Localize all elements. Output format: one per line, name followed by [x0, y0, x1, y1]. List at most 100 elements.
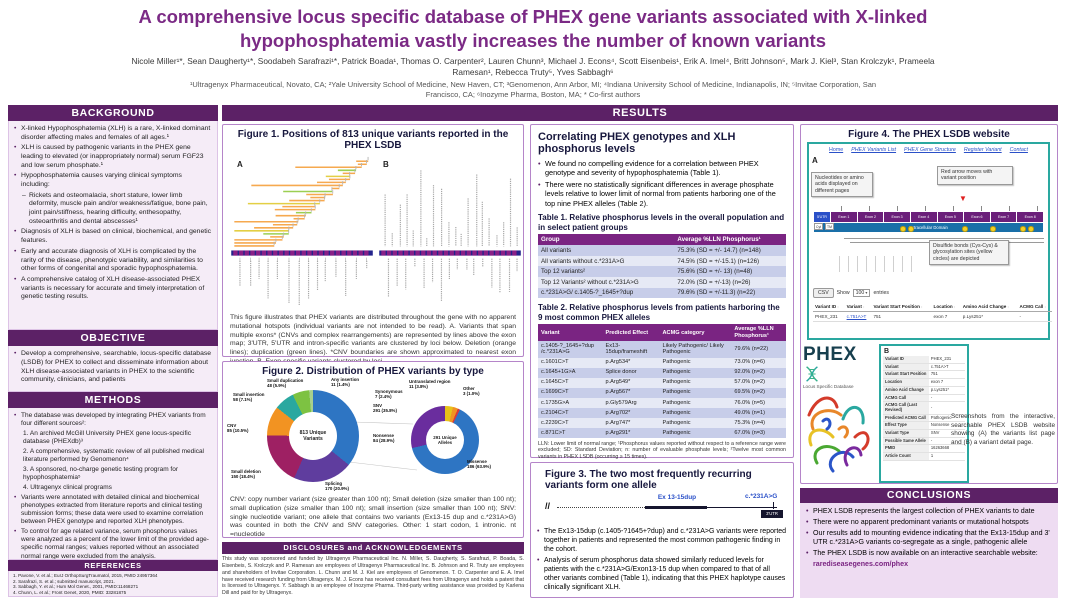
table-cell: Variant: [883, 363, 929, 372]
list-item: 5. Rush, E. et al.; submitted manuscript…: [13, 596, 213, 597]
entries-select[interactable]: 100: [852, 289, 871, 297]
affiliations: ¹Ultragenyx Pharmaceutical, Novato, CA; …: [189, 80, 877, 100]
table-row: Variant c.751A>T: [883, 363, 965, 372]
table-cell: c.1699C>T: [538, 387, 603, 398]
slice-label-missense: Missense 186 (63.9%): [467, 459, 491, 469]
list-item: 1. An archived McGill University PHEX ge…: [14, 430, 212, 446]
slice-label-other: Other 3 (1.0%): [463, 386, 480, 396]
column-header: Predicted Effect: [602, 324, 660, 342]
table-cell: Top 12 Variants² without c.*231A>G: [538, 276, 675, 288]
slice-label-small-duplication: Small duplication 48 (5.9%): [267, 378, 304, 388]
figure4-caption: Screenshots from the interactive, search…: [951, 413, 1055, 446]
nav-link-home[interactable]: Home: [829, 147, 844, 153]
figure1-title: Figure 1. Positions of 813 unique varian…: [237, 129, 509, 151]
exon-segment: Exon 8: [1017, 212, 1043, 222]
table-cell: 73.0% (n=6): [731, 357, 786, 368]
table-cell: Location: [883, 378, 929, 387]
bullet-marker: •: [14, 172, 17, 180]
cytoplasmic-domain-box: Cyt: [814, 223, 824, 230]
variant-detail-table: Variant ID PHEX_231 Variant c.751A>T Variant…: [883, 356, 965, 461]
list-item: • XLH is caused by pathogenic variants in…: [14, 144, 212, 170]
table-cell: Likely Pathogenic/ Likely Pathogenic: [659, 341, 732, 358]
exon-segment: Exon 1: [831, 212, 857, 222]
slice-label-small-deletion: Small deletion 150 (18.4%): [231, 469, 261, 479]
table-cell: c.871C>T: [538, 427, 603, 438]
list-item-text: 3. A sponsored, no-charge genetic testin…: [23, 465, 179, 482]
nav-link-phex-variants-list[interactable]: PHEX Variants List: [851, 147, 897, 153]
gene-line: [705, 507, 777, 509]
figure1-caption: This figure illustrates that PHEX varian…: [230, 314, 516, 365]
table-row: ACMG Call -: [883, 394, 965, 403]
exon-segment: Exon 5: [937, 212, 964, 222]
table-cell: p.Arg567*: [602, 387, 660, 398]
table-cell: c.751A>T: [928, 363, 965, 372]
list-item: • Our results add to mounting evidence in…: [806, 529, 1052, 548]
table-cell: 751: [928, 370, 965, 380]
table-cell: Pathogenic: [659, 417, 732, 428]
table-cell: Variant Start Position: [883, 370, 929, 380]
table-cell: p.Arg534*: [602, 357, 660, 368]
table-cell: PHEX_231: [928, 356, 965, 364]
figure1-panel: Figure 1. Positions of 813 unique varian…: [222, 124, 524, 365]
donut2-center-label: 291 Unique Alleles: [426, 421, 464, 459]
table-cell: -: [928, 394, 965, 403]
table-cell: 75.3% (n=4): [731, 417, 786, 428]
table-cell: c.1645+1G>A: [538, 367, 603, 378]
table-row: c.1735G>A p.Gly579Arg Pathogenic 76.0% (n=5…: [538, 397, 786, 408]
correlating-title: Correlating PHEX genotypes and XLH phosp…: [538, 131, 736, 155]
figure2-caption: CNV: copy number variant (size greater t…: [230, 496, 516, 539]
table-header-row: Variant IDVariantVariant Start PositionL…: [813, 302, 1052, 312]
references-content: 1. Pavone, V. et al.; EurJ OrthopSurgTra…: [8, 571, 218, 597]
table-row: c.1601C>T p.Arg534* Pathogenic 73.0% (n=6): [538, 357, 786, 368]
background-content: • X-linked Hypophosphatemia (XLH) is a ra…: [8, 121, 218, 330]
table-row: All variants 75.3% (SD = +/- 14.7) (n=148…: [538, 245, 786, 256]
extracellular-domain-bar: Extracellular Domain Cyt TM: [814, 223, 1043, 232]
website-link[interactable]: rarediseasegenes.com/phex: [813, 560, 909, 569]
bullet-marker: •: [806, 507, 809, 515]
bullet-marker: •: [806, 549, 809, 558]
table-cell: 76.0% (n=5): [731, 397, 786, 408]
bullet-marker: •: [14, 350, 17, 357]
entries-label: entries: [873, 290, 890, 296]
list-item: • Hypophosphatemia causes varying clinica…: [14, 172, 212, 190]
table-cell: PMID: [883, 444, 929, 454]
table-cell: p.Gly579Arg: [602, 397, 660, 408]
list-item-text: The database was developed by integratin…: [21, 412, 206, 428]
csv-export-button[interactable]: CSV: [813, 288, 834, 298]
table-cell: 57.0% (n=2): [731, 377, 786, 388]
list-item-text: Our results add to mounting evidence ind…: [813, 528, 1050, 547]
list-item: 1. Pavone, V. et al.; EurJ OrthopSurgTra…: [13, 573, 213, 578]
table-cell: c.1645C>T: [538, 377, 603, 388]
nav-link-contact[interactable]: Contact: [1009, 147, 1028, 153]
table-cell: 67.0% (n=3): [731, 427, 786, 438]
table-cell: Amino Acid Change: [883, 386, 929, 395]
variant-tick: [773, 502, 775, 509]
table-cell[interactable]: c.751A>T: [844, 311, 872, 322]
list-item-text: We found no compelling evidence for a co…: [545, 159, 759, 178]
list-item-text: To control for age related variance, ser…: [21, 528, 209, 560]
list-item-text: Diagnosis of XLH is based on clinical, b…: [21, 228, 212, 245]
table-cell: PHEX_231: [813, 311, 845, 322]
callout-disulfide: Disulfide bonds (Cys-Cys) & glycosylatio…: [929, 240, 1009, 266]
table-row: PMID 16263668: [883, 444, 965, 454]
table-cell: Pathogenic: [659, 407, 732, 418]
nav-link-phex-gene-structure[interactable]: PHEX Gene Structure: [904, 147, 956, 153]
nav-link-register-variant[interactable]: Register Variant: [963, 147, 1002, 153]
table-cell: p.Arg291*: [602, 427, 660, 438]
table-row: c.1645C>T p.Arg549* Pathogenic 57.0% (n=2): [538, 377, 786, 388]
bullet-marker: •: [806, 528, 809, 537]
list-item-text: PHEX LSDB represents the largest collect…: [813, 507, 1035, 515]
page-title: A comprehensive locus specific database …: [138, 6, 928, 51]
list-item-text: XLH is caused by pathogenic variants in …: [21, 144, 204, 169]
list-item-text: A comprehensive catalog of XLH disease-a…: [21, 275, 205, 301]
table-cell: Pathogenic: [659, 397, 732, 408]
figure1-panel-b-image: [379, 170, 521, 302]
list-item-text: 1. Pavone, V. et al.; EurJ OrthopSurgTra…: [13, 573, 158, 578]
list-item-text: Variants were annotated with detailed cl…: [21, 493, 204, 526]
table1: Group Average %LLN Phosphorus¹ All variant…: [538, 234, 786, 299]
table-cell: 16263668: [928, 444, 965, 454]
objective-content: • Develop a comprehensive, searchable, lo…: [8, 346, 218, 392]
slice-label-small-insertion: Small insertion 58 (7.1%): [233, 392, 265, 402]
table2-title: Table 2. Relative phosphorus levels from…: [538, 303, 780, 322]
utr3-box: 3'UTR: [761, 510, 783, 518]
